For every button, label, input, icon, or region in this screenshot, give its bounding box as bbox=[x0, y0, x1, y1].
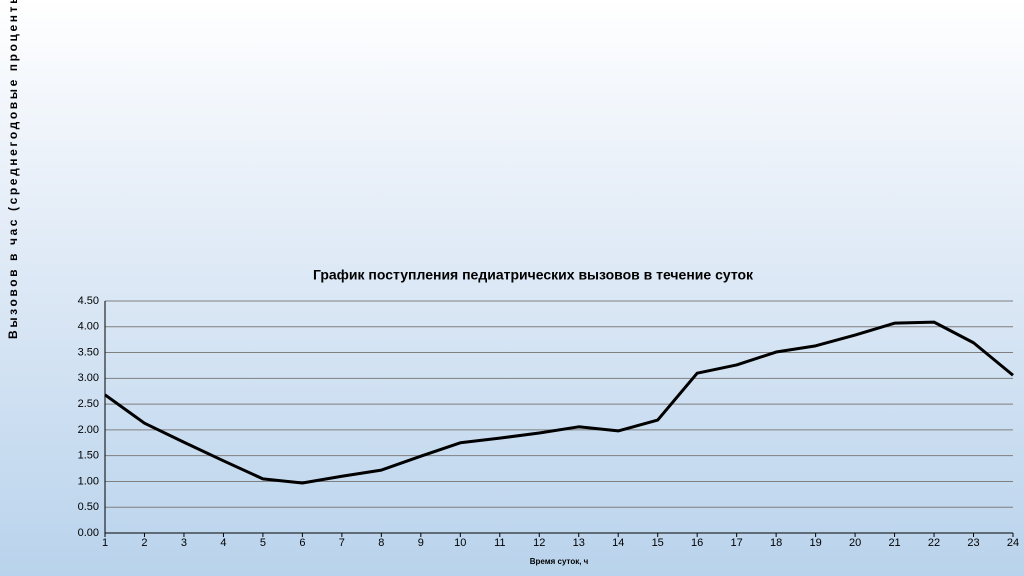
x-tick-label: 15 bbox=[652, 537, 664, 549]
x-tick-label: 21 bbox=[888, 537, 900, 549]
x-tick-label: 16 bbox=[691, 537, 703, 549]
x-tick-label: 23 bbox=[967, 537, 979, 549]
x-tick-label: 4 bbox=[220, 537, 226, 549]
y-tick-label: 4.50 bbox=[78, 295, 99, 307]
x-axis-label: Время суток, ч bbox=[530, 557, 589, 566]
x-tick-label: 20 bbox=[849, 537, 861, 549]
x-tick-label: 6 bbox=[299, 537, 305, 549]
x-tick-label: 5 bbox=[260, 537, 266, 549]
y-tick-label: 0.00 bbox=[78, 527, 99, 539]
y-tick-label: 1.00 bbox=[78, 475, 99, 487]
x-tick-label: 8 bbox=[378, 537, 384, 549]
y-tick-label: 4.00 bbox=[78, 321, 99, 333]
x-tick-label: 13 bbox=[573, 537, 585, 549]
chart-title: График поступления педиатрических вызово… bbox=[313, 267, 754, 283]
y-tick-label: 3.50 bbox=[78, 346, 99, 358]
y-axis-label: Вызовов в час (среднегодовые проценты bbox=[6, 0, 20, 339]
y-tick-label: 2.00 bbox=[78, 424, 99, 436]
x-tick-label: 2 bbox=[141, 537, 147, 549]
x-tick-label: 11 bbox=[494, 537, 505, 549]
x-tick-label: 22 bbox=[928, 537, 940, 549]
series-line bbox=[104, 320, 1014, 485]
x-tick-label: 18 bbox=[770, 537, 782, 549]
x-tick-label: 14 bbox=[612, 537, 624, 549]
x-tick-label: 1 bbox=[102, 537, 108, 549]
y-tick-label: 1.50 bbox=[78, 450, 99, 462]
x-tick-label: 12 bbox=[533, 537, 545, 549]
x-tick-label: 17 bbox=[731, 537, 743, 549]
x-tick-label: 3 bbox=[181, 537, 187, 549]
y-tick-label: 3.00 bbox=[78, 372, 99, 384]
y-tick-label: 0.50 bbox=[78, 501, 99, 513]
x-tick-label: 9 bbox=[418, 537, 424, 549]
x-tick-label: 10 bbox=[454, 537, 466, 549]
y-tick-label: 2.50 bbox=[78, 398, 99, 410]
x-tick-label: 7 bbox=[339, 537, 345, 549]
x-tick-label: 19 bbox=[809, 537, 821, 549]
x-tick-label: 24 bbox=[1007, 537, 1019, 549]
